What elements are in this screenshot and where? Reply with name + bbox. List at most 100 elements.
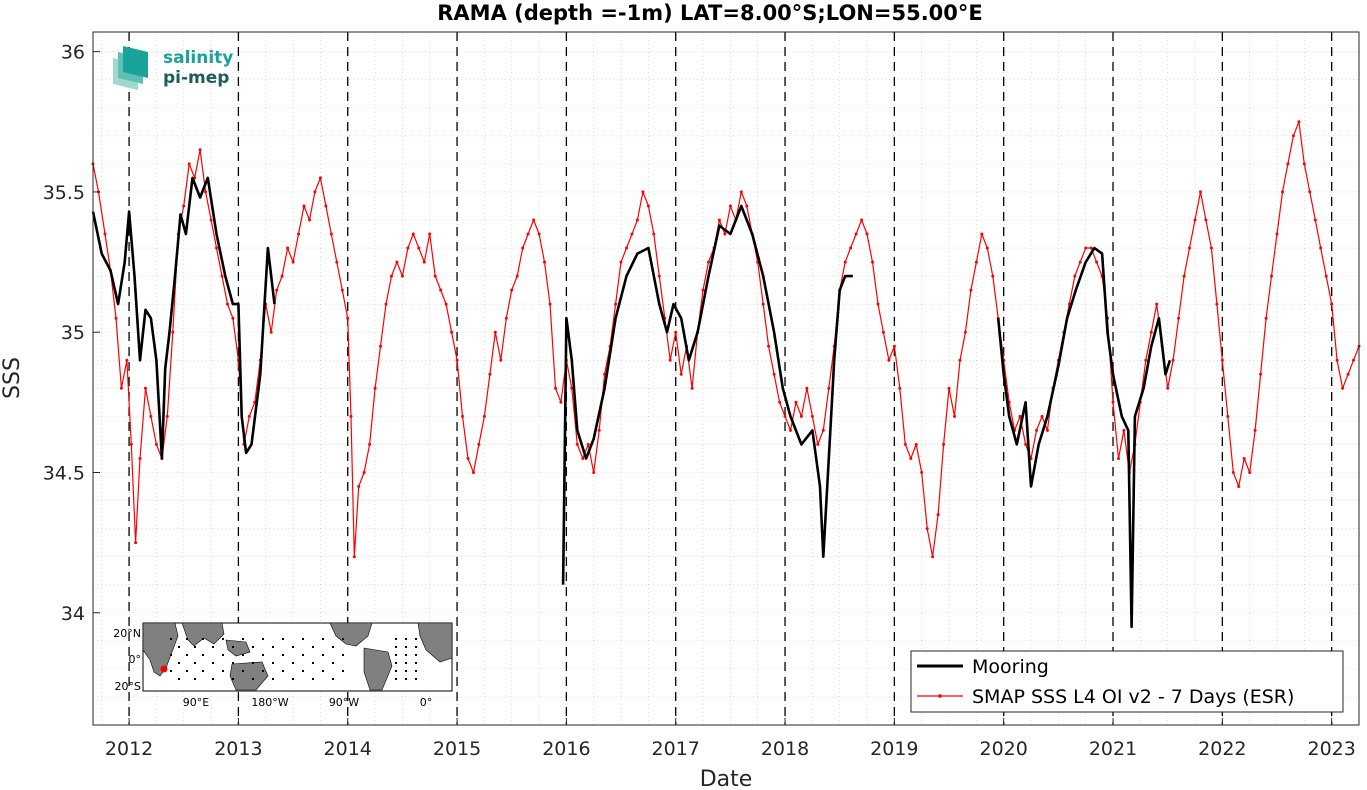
location-inset-map: 20°N 0° 20°S 90°E 180°W 90°W 0°: [113, 622, 453, 709]
buoy-marker: [395, 670, 397, 672]
series-point-smap: [1111, 400, 1115, 404]
series-point-smap: [313, 190, 317, 194]
series-point-smap: [422, 260, 426, 264]
series-point-smap: [144, 386, 147, 390]
y-tick-label: 35: [61, 322, 85, 344]
series-point-smap: [707, 260, 710, 264]
buoy-marker: [322, 670, 324, 672]
buoy-marker: [405, 662, 407, 664]
series-point-smap: [346, 316, 350, 320]
buoy-marker: [212, 646, 214, 648]
x-tick-label: 2022: [1198, 738, 1246, 760]
series-point-smap: [349, 414, 353, 418]
y-tick-label: 35.5: [43, 182, 85, 204]
buoy-marker: [170, 638, 172, 640]
buoy-marker: [405, 646, 407, 648]
buoy-marker: [395, 654, 397, 656]
series-point-smap: [1149, 330, 1153, 334]
series-point-smap: [1226, 414, 1230, 418]
series-point-smap: [226, 302, 229, 306]
x-tick-label: 2021: [1089, 738, 1137, 760]
series-point-smap: [778, 400, 782, 404]
y-tick-label: 34: [61, 603, 85, 625]
series-point-smap: [1035, 428, 1038, 432]
x-tick-label: 2020: [980, 738, 1028, 760]
series-point-smap: [767, 344, 771, 348]
buoy-marker: [272, 662, 274, 664]
series-point-smap: [1281, 190, 1284, 194]
buoy-marker: [212, 678, 214, 680]
buoy-marker: [312, 662, 314, 664]
series-point-smap: [269, 330, 273, 334]
series-point-smap: [827, 386, 831, 390]
series-point-smap: [947, 386, 951, 390]
buoy-marker: [302, 638, 304, 640]
series-point-smap: [1264, 316, 1268, 320]
series-point-smap: [329, 232, 333, 236]
series-point-smap: [352, 555, 356, 559]
buoy-marker: [415, 670, 417, 672]
buoy-marker: [242, 654, 244, 656]
series-point-smap: [570, 386, 574, 390]
series-point-smap: [499, 358, 503, 362]
series-point-smap: [1073, 274, 1077, 278]
series-point-smap: [625, 246, 628, 250]
x-tick-label: 2014: [324, 738, 372, 760]
series-point-smap: [450, 330, 454, 334]
buoy-marker: [202, 654, 204, 656]
buoy-marker: [242, 638, 244, 640]
series-point-smap: [286, 246, 290, 250]
buoy-marker: [222, 654, 224, 656]
series-point-smap: [641, 190, 645, 194]
buoy-marker: [302, 654, 304, 656]
series-point-smap: [324, 204, 328, 208]
series-point-smap: [340, 288, 344, 292]
series-point-smap: [1237, 485, 1241, 488]
series-point-smap: [488, 372, 492, 376]
map-land-south-america: [363, 647, 393, 691]
buoy-marker: [292, 678, 294, 680]
series-point-smap: [1275, 232, 1279, 236]
map-land-north-america: [329, 622, 373, 647]
series-point-smap: [1117, 457, 1120, 460]
series-point-smap: [231, 316, 235, 320]
series-point-smap: [406, 246, 410, 250]
buoy-marker: [342, 670, 344, 672]
series-lines: [91, 120, 1361, 629]
series-point-smap: [799, 414, 803, 418]
series-point-smap: [679, 372, 683, 376]
buoy-marker: [186, 670, 188, 672]
buoy-marker: [186, 654, 188, 656]
series-point-smap: [134, 541, 138, 545]
series-point-smap: [362, 471, 366, 474]
series-point-smap: [220, 274, 224, 278]
plot-background: [93, 32, 1359, 725]
series-point-smap: [400, 274, 404, 278]
series-point-smap: [1144, 358, 1148, 362]
series-point-smap: [477, 442, 481, 446]
series-point-smap: [1045, 428, 1049, 432]
x-tick-label: 2018: [761, 738, 809, 760]
series-point-smap: [1313, 218, 1317, 222]
series-point-smap: [953, 414, 956, 418]
series-point-smap: [215, 246, 218, 250]
series-point-smap: [515, 274, 519, 278]
series-point-smap: [761, 302, 765, 306]
series-point-smap: [1209, 246, 1213, 250]
buoy-marker: [342, 638, 344, 640]
y-axis-ticks: 34 34.5 35 35.5 36: [43, 42, 100, 625]
series-point-smap: [920, 471, 924, 474]
logo-text-salinity: salinity: [163, 48, 233, 68]
series-point-smap: [783, 414, 787, 418]
series-point-smap: [198, 148, 202, 152]
buoy-marker: [232, 678, 234, 680]
buoy-marker: [332, 662, 334, 664]
series-point-smap: [876, 302, 880, 306]
series-point-smap: [149, 414, 153, 418]
series-point-smap: [991, 274, 995, 278]
series-point-smap: [1177, 316, 1181, 320]
series-point-smap: [1155, 302, 1159, 306]
series-line-mooring-segment-1: [561, 204, 853, 585]
series-point-smap: [936, 513, 940, 517]
buoy-marker: [302, 670, 304, 672]
